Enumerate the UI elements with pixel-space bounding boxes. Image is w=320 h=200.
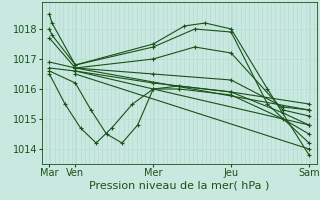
X-axis label: Pression niveau de la mer( hPa ): Pression niveau de la mer( hPa )	[89, 181, 269, 191]
